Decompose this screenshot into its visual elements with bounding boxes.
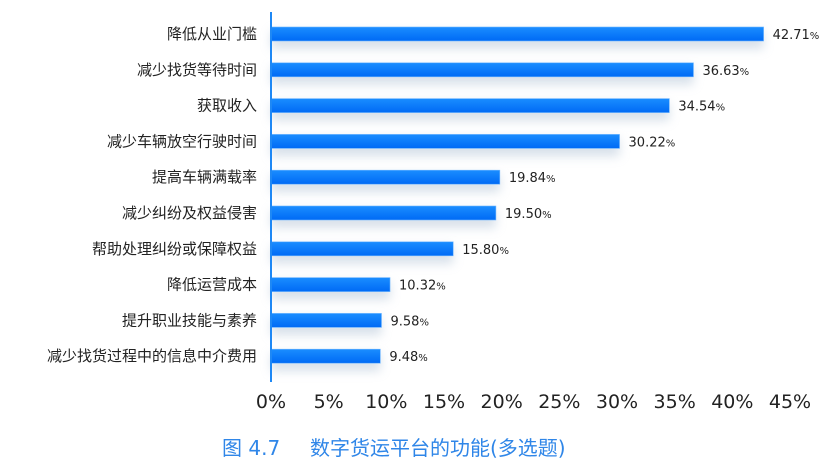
value-label: 36.63% bbox=[702, 64, 749, 79]
value-unit: % bbox=[810, 31, 820, 42]
x-tick-label: 5% bbox=[314, 391, 344, 413]
bar bbox=[270, 277, 391, 292]
x-tick-label: 40% bbox=[711, 391, 753, 413]
value-number: 36.63 bbox=[702, 64, 739, 79]
x-tick-label: 45% bbox=[769, 391, 811, 413]
value-unit: % bbox=[542, 210, 552, 221]
category-label: 减少找货等待时间 bbox=[137, 61, 257, 79]
value-label: 15.80% bbox=[462, 243, 509, 258]
category-label: 提升职业技能与素养 bbox=[122, 311, 257, 329]
bar bbox=[270, 348, 381, 364]
value-label: 10.32% bbox=[399, 279, 446, 294]
category-label: 减少找货过程中的信息中介费用 bbox=[47, 347, 257, 365]
value-label: 19.50% bbox=[505, 207, 552, 222]
bar bbox=[270, 313, 382, 328]
category-label: 提高车辆满载率 bbox=[152, 168, 257, 186]
x-tick-label: 10% bbox=[365, 391, 407, 413]
value-number: 10.32 bbox=[399, 279, 436, 294]
value-unit: % bbox=[499, 246, 509, 257]
bar bbox=[270, 205, 497, 221]
value-label: 9.58% bbox=[390, 314, 428, 329]
bar bbox=[270, 26, 764, 42]
value-number: 34.54 bbox=[678, 100, 715, 115]
value-unit: % bbox=[666, 138, 676, 149]
value-unit: % bbox=[716, 103, 726, 114]
bar bbox=[270, 169, 501, 185]
value-number: 9.58 bbox=[390, 314, 419, 329]
category-label: 帮助处理纠纷或保障权益 bbox=[92, 240, 257, 258]
value-label: 34.54% bbox=[678, 100, 725, 115]
x-tick-label: 15% bbox=[423, 391, 465, 413]
value-number: 19.50 bbox=[505, 207, 542, 222]
value-number: 9.48 bbox=[389, 350, 418, 365]
bar bbox=[270, 98, 670, 113]
value-unit: % bbox=[418, 353, 428, 364]
x-tick-label: 30% bbox=[596, 391, 638, 413]
x-tick-label: 25% bbox=[538, 391, 580, 413]
category-label: 减少纠纷及权益侵害 bbox=[122, 204, 257, 222]
bar bbox=[270, 134, 620, 149]
value-number: 19.84 bbox=[509, 171, 546, 186]
value-unit: % bbox=[419, 317, 429, 328]
value-number: 42.71 bbox=[773, 28, 810, 43]
bar bbox=[270, 62, 694, 78]
x-tick-label: 0% bbox=[256, 391, 286, 413]
bar bbox=[270, 241, 454, 257]
caption-number: 图 4.7 bbox=[222, 436, 280, 460]
category-label: 减少车辆放空行驶时间 bbox=[107, 132, 257, 150]
value-unit: % bbox=[436, 282, 446, 293]
value-number: 15.80 bbox=[462, 243, 499, 258]
value-number: 30.22 bbox=[629, 135, 666, 150]
x-tick-label: 20% bbox=[481, 391, 523, 413]
value-unit: % bbox=[740, 67, 750, 78]
x-tick-label: 35% bbox=[654, 391, 696, 413]
caption-text: 数字货运平台的功能(多选题) bbox=[310, 436, 566, 460]
value-label: 19.84% bbox=[509, 171, 556, 186]
category-label: 降低运营成本 bbox=[167, 276, 257, 294]
value-label: 42.71% bbox=[773, 28, 820, 43]
category-label: 降低从业门槛 bbox=[167, 25, 257, 43]
value-unit: % bbox=[546, 174, 556, 185]
category-label: 获取收入 bbox=[197, 97, 257, 115]
value-label: 30.22% bbox=[629, 135, 676, 150]
value-label: 9.48% bbox=[389, 350, 427, 365]
